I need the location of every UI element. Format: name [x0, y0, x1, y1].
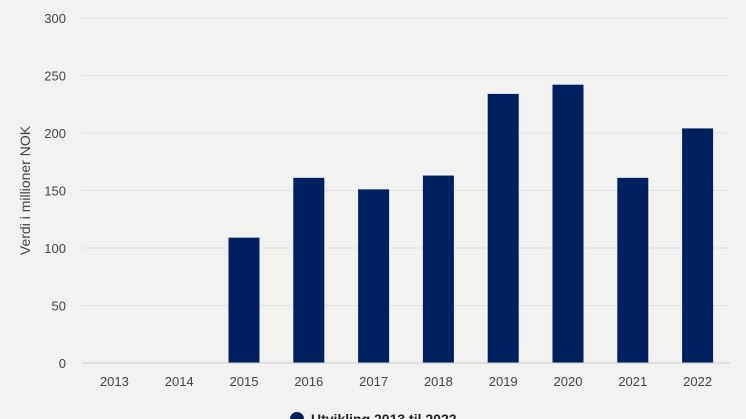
y-tick-label: 300	[44, 11, 66, 26]
x-tick-label: 2013	[100, 374, 129, 389]
x-tick-label: 2016	[294, 374, 323, 389]
y-tick-label: 0	[59, 356, 66, 371]
bar-2020[interactable]	[552, 84, 584, 363]
legend-label: Utvikling 2013 til 2022	[311, 411, 457, 419]
x-tick-label: 2021	[618, 374, 647, 389]
y-tick-label: 200	[44, 126, 66, 141]
x-tick-label: 2014	[165, 374, 194, 389]
bar-2022[interactable]	[682, 128, 714, 363]
legend[interactable]: Utvikling 2013 til 2022	[290, 411, 457, 419]
y-tick-label: 50	[52, 299, 66, 314]
y-tick-label: 250	[44, 69, 66, 84]
bar-2015[interactable]	[228, 237, 260, 363]
bar-2019[interactable]	[487, 93, 519, 364]
y-axis-title: Verdi i millioner NOK	[17, 125, 33, 255]
bar-2016[interactable]	[293, 177, 325, 363]
y-axis-ticks: 0 50 100 150 200 250 300	[44, 11, 66, 371]
bar-2017[interactable]	[358, 189, 390, 363]
x-axis-ticks: 2013 2014 2015 2016 2017 2018 2019 2020 2021 2022	[100, 374, 712, 389]
x-tick-label: 2020	[554, 374, 583, 389]
bar-2018[interactable]	[422, 175, 454, 363]
bars	[228, 84, 714, 364]
y-tick-label: 100	[44, 241, 66, 256]
x-tick-label: 2015	[230, 374, 259, 389]
x-tick-label: 2017	[359, 374, 388, 389]
x-tick-label: 2019	[489, 374, 518, 389]
y-tick-label: 150	[44, 184, 66, 199]
x-tick-label: 2018	[424, 374, 453, 389]
bar-2021[interactable]	[617, 177, 649, 363]
legend-marker	[290, 412, 304, 419]
x-tick-label: 2022	[683, 374, 712, 389]
